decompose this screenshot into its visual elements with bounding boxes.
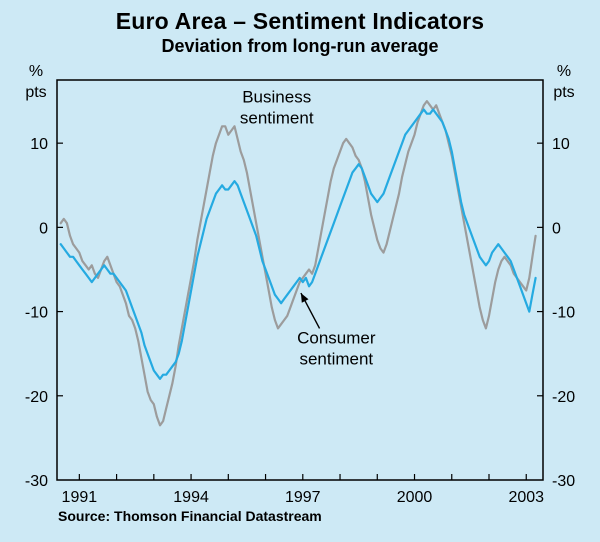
y-axis-unit-right: % <box>557 63 571 80</box>
x-tick-label: 1991 <box>62 489 98 506</box>
business-sentiment-line <box>59 99 537 427</box>
y-tick-label-left: 0 <box>39 220 48 237</box>
y-axis-unit-left: pts <box>25 84 46 101</box>
y-tick-label-left: -10 <box>25 305 48 322</box>
y-tick-label-left: 10 <box>30 136 48 153</box>
consumer-sentiment-label-arrowhead <box>300 293 309 303</box>
y-tick-label-right: -20 <box>552 389 575 406</box>
y-tick-label-right: 0 <box>552 220 561 237</box>
y-tick-label-left: -30 <box>25 473 48 490</box>
y-tick-label-right: 10 <box>552 136 570 153</box>
y-tick-label-left: -20 <box>25 389 48 406</box>
x-tick-label: 1997 <box>285 489 321 506</box>
chart-title: Euro Area – Sentiment Indicators <box>115 8 485 34</box>
consumer-sentiment-label: Consumer sentiment <box>297 329 376 369</box>
x-tick-label: 2000 <box>397 489 433 506</box>
y-tick-label-right: -10 <box>552 305 575 322</box>
x-tick-label: 1994 <box>173 489 209 506</box>
business-sentiment-label: Business sentiment <box>240 88 314 128</box>
consumer-sentiment-line <box>59 108 537 380</box>
y-axis-unit-right: pts <box>553 84 574 101</box>
y-axis-unit-left: % <box>29 63 43 80</box>
chart-canvas: 10 10 0 0 -10 -10 -20 -20 -30 -30 1991 1994 1997 2000… <box>25 63 575 506</box>
source-note: Source: Thomson Financial Datastream <box>58 508 322 524</box>
y-tick-label-right: -30 <box>552 473 575 490</box>
chart-subtitle: Deviation from long-run average <box>161 36 439 56</box>
x-tick-label: 2003 <box>508 489 544 506</box>
plot-frame <box>56 79 544 481</box>
